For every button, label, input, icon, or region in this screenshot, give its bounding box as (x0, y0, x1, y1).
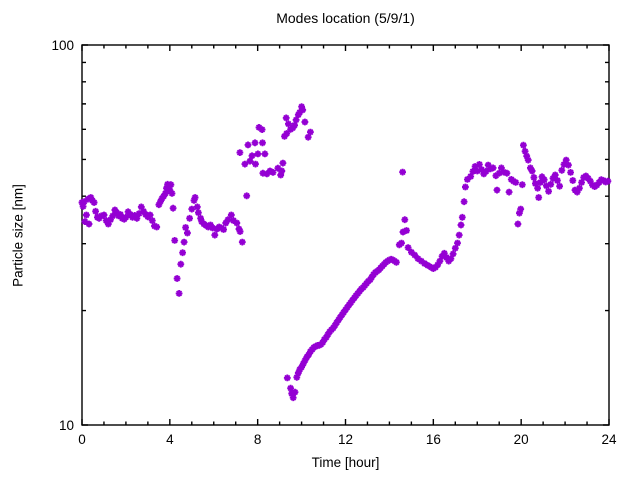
y-tick-label: 10 (59, 418, 74, 433)
x-tick-label: 0 (78, 432, 86, 447)
y-axis-label: Particle size [nm] (10, 184, 26, 287)
chart-title: Modes location (5/9/1) (276, 10, 415, 26)
axis-ticks (81, 44, 610, 426)
x-tick-label: 12 (338, 432, 353, 447)
scatter-points (78, 103, 612, 402)
plot-border (81, 44, 610, 426)
x-tick-label: 16 (426, 432, 441, 447)
x-tick-label: 20 (514, 432, 529, 447)
y-tick-label: 100 (51, 38, 74, 53)
x-tick-label: 4 (166, 432, 174, 447)
x-axis-label: Time [hour] (311, 455, 380, 470)
x-tick-label: 24 (601, 432, 617, 447)
x-tick-label: 8 (254, 432, 262, 447)
